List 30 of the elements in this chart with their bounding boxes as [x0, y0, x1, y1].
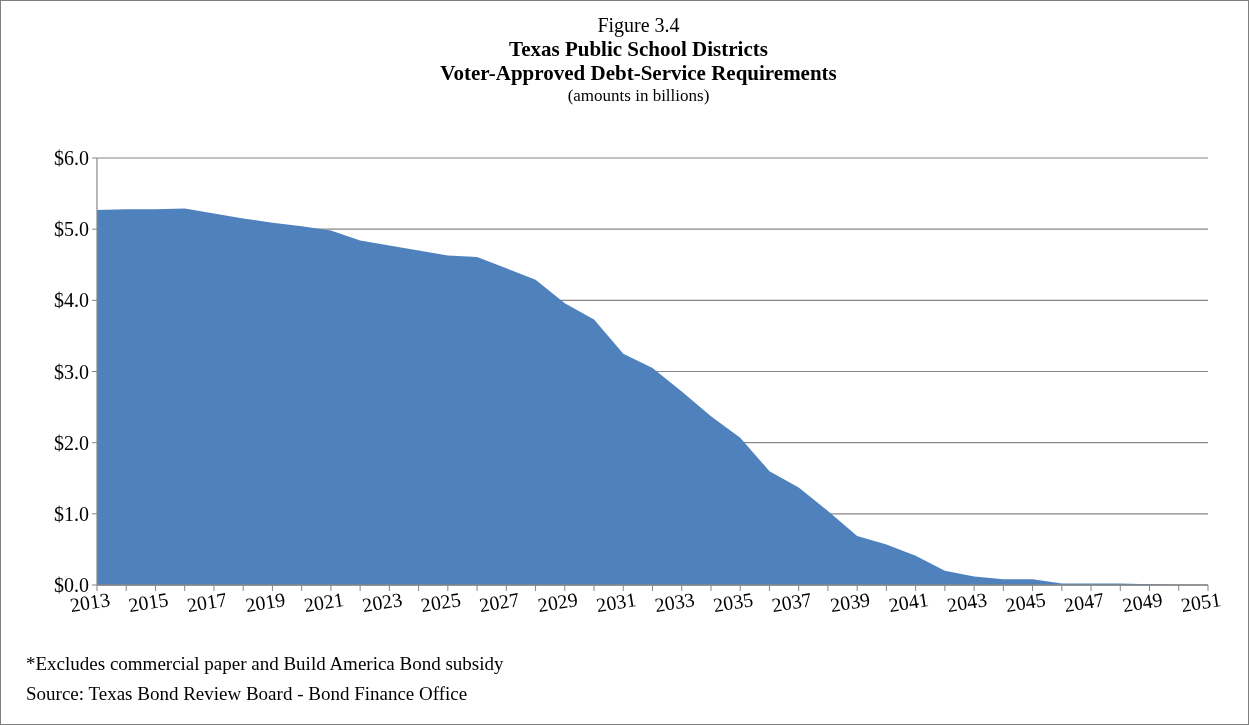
x-tick-label: 2039: [828, 588, 872, 617]
y-tick-label: $1.0: [54, 502, 89, 525]
x-tick-label: 2045: [1004, 588, 1047, 617]
y-tick-label: $5.0: [54, 218, 89, 241]
x-tick-label: 2041: [887, 588, 931, 617]
x-tick-label: 2049: [1120, 588, 1164, 617]
text: *Excludes commercial paper and Build America Bond subsidy: [26, 653, 505, 674]
y-tick-label: $3.0: [54, 360, 89, 383]
x-tick-label: 2023: [360, 588, 404, 617]
x-tick-label: 2043: [945, 588, 989, 617]
y-tick-label: $0.0: [54, 574, 89, 596]
x-tick-label: 2037: [770, 588, 814, 617]
x-tick-label: 2031: [594, 588, 638, 617]
chart-subtitle: (amounts in billions): [567, 86, 710, 105]
chart-title: Figure 3.4 Texas Public School Districts Voter-Approved Debt-Service Requirements: [440, 14, 837, 85]
x-tick-label: 2033: [653, 588, 697, 617]
x-tick-label: 2017: [185, 588, 229, 617]
source-note: Source: Texas Bond Review Board - Bond Finance Office: [26, 683, 468, 704]
x-tick-label: 2035: [711, 588, 755, 617]
x-tick-label: 2015: [126, 588, 170, 617]
x-tick-label: 2051: [1179, 588, 1223, 617]
x-tick-label: 2021: [302, 588, 346, 617]
x-tick-label: 2029: [536, 588, 580, 617]
x-tick-label: 2027: [477, 588, 521, 617]
y-tick-label: $6.0: [54, 147, 89, 169]
y-tick-label: $2.0: [54, 431, 89, 454]
x-tick-label: 2019: [243, 588, 287, 617]
x-tick-label: 2025: [419, 588, 463, 617]
y-tick-label: $4.0: [54, 289, 89, 312]
x-tick-label: 2047: [1062, 588, 1106, 617]
